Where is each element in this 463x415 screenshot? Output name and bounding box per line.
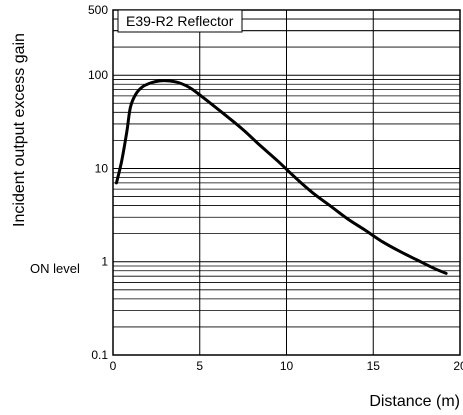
y-axis-title: Incident output excess gain bbox=[11, 33, 28, 227]
x-axis-title: Distance (m) bbox=[369, 393, 460, 410]
plot-frame bbox=[112, 9, 461, 356]
x-tick-label: 15 bbox=[367, 359, 381, 373]
y-tick-labels: 0.1 1 10 100 500 bbox=[88, 3, 108, 362]
on-level-annotation: ON level bbox=[30, 261, 80, 276]
legend-label: E39-R2 Reflector bbox=[126, 13, 234, 29]
grid-lines bbox=[113, 9, 460, 356]
x-tick-label: 5 bbox=[196, 359, 203, 373]
y-tick-label: 1 bbox=[101, 255, 108, 269]
legend: E39-R2 Reflector bbox=[117, 9, 243, 33]
x-tick-label: 20 bbox=[453, 359, 463, 373]
y-tick-label: 500 bbox=[88, 3, 108, 17]
x-tick-labels: 0 5 10 15 20 bbox=[110, 359, 463, 373]
x-tick-label: 0 bbox=[110, 359, 117, 373]
legend-box bbox=[117, 9, 243, 33]
excess-gain-curve bbox=[114, 79, 448, 275]
y-tick-label: 0.1 bbox=[91, 348, 108, 362]
y-tick-label: 10 bbox=[95, 161, 109, 175]
x-tick-label: 10 bbox=[280, 359, 294, 373]
y-tick-label: 100 bbox=[88, 68, 108, 82]
